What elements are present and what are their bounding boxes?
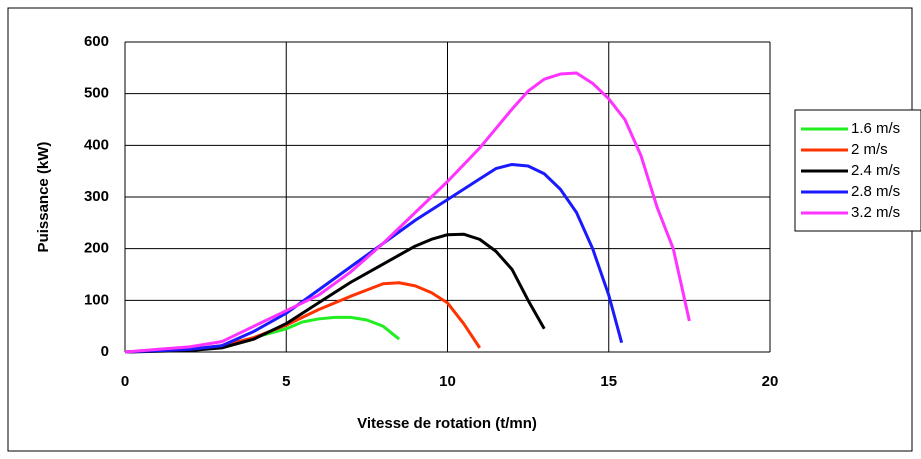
y-tick-label: 400	[84, 136, 109, 153]
x-tick-label: 5	[282, 373, 290, 390]
y-tick-label: 600	[84, 33, 109, 50]
legend-label: 3.2 m/s	[851, 204, 900, 221]
legend-label: 2.4 m/s	[851, 162, 900, 179]
legend-label: 2.8 m/s	[851, 183, 900, 200]
line	[124, 71, 691, 354]
x-tick-label: 15	[600, 373, 617, 390]
y-tick-label: 200	[84, 240, 109, 257]
y-axis-label: Puissance (kW)	[35, 142, 52, 253]
y-tick-label: 100	[84, 291, 109, 308]
legend-label: 2 m/s	[851, 141, 888, 158]
y-tick-label: 0	[101, 343, 109, 360]
line	[124, 232, 546, 354]
x-tick-label: 20	[762, 373, 779, 390]
legend-label: 1.6 m/s	[851, 120, 900, 137]
y-tick-label: 500	[84, 85, 109, 102]
y-tick-label: 300	[84, 188, 109, 205]
x-tick-label: 10	[439, 373, 456, 390]
x-tick-label: 0	[121, 373, 129, 390]
line	[124, 162, 624, 354]
x-axis-label: Vitesse de rotation (t/mn)	[357, 415, 537, 432]
chart-border	[7, 7, 913, 452]
